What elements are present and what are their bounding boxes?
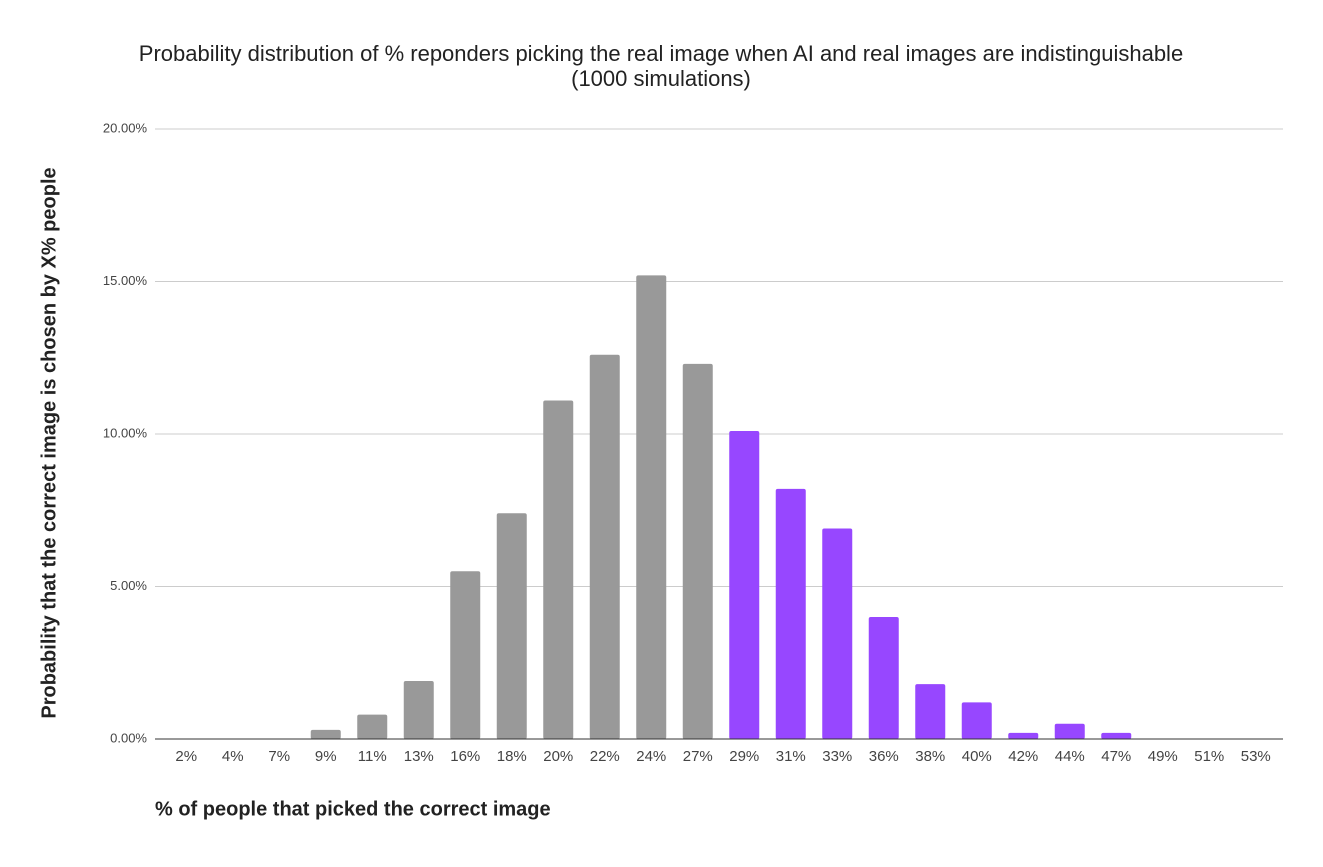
x-tick-label: 33% [822,748,852,765]
bar [729,430,760,739]
x-tick-label: 20% [543,748,573,765]
x-tick-label: 49% [1148,748,1178,765]
bar [310,729,341,739]
y-tick-label: 10.00% [103,425,148,440]
x-tick-label: 11% [358,748,387,765]
x-tick-label: 22% [590,748,620,765]
y-tick-label: 5.00% [110,578,147,593]
bar [775,488,806,739]
x-tick-label: 29% [729,748,759,765]
x-tick-label: 36% [869,748,899,765]
bar [961,702,992,739]
y-tick-label: 20.00% [103,120,148,135]
x-tick-label: 44% [1055,748,1085,765]
x-tick-label: 42% [1008,748,1038,765]
bar [403,681,434,739]
x-tick-label: 51% [1194,748,1224,765]
bar [543,400,574,739]
x-tick-label: 40% [962,748,992,765]
bar [496,513,527,739]
bar [450,571,481,739]
x-tick-label: 13% [404,748,434,765]
x-tick-label: 31% [776,748,806,765]
x-tick-label: 16% [450,748,480,765]
chart-title: Probability distribution of % reponders … [139,41,1183,66]
bar [822,528,853,739]
x-tick-label: 18% [497,748,527,765]
x-tick-label: 53% [1241,748,1271,765]
x-tick-label: 2% [175,748,197,765]
bar [1008,732,1039,739]
y-tick-label: 15.00% [103,273,148,288]
x-tick-label: 24% [636,748,666,765]
x-tick-label: 38% [915,748,945,765]
x-tick-label: 4% [222,748,244,765]
x-tick-label: 27% [683,748,713,765]
y-axis-label: Probability that the correct image is ch… [38,167,60,718]
bar [1101,732,1132,739]
bar [868,617,899,739]
bar [636,275,667,739]
bar [589,354,620,739]
y-tick-label: 0.00% [110,730,147,745]
bar [915,684,946,739]
x-tick-label: 7% [268,748,290,765]
x-tick-label: 47% [1101,748,1131,765]
chart-title: (1000 simulations) [571,66,751,91]
bar [1054,723,1085,739]
bar [682,363,713,739]
bar [357,714,388,739]
x-tick-label: 9% [315,748,337,765]
x-axis-label: % of people that picked the correct imag… [155,798,551,820]
